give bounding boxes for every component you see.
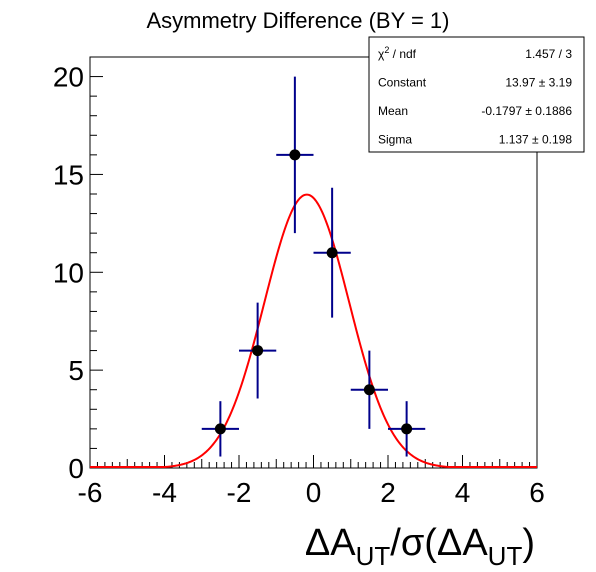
stats-label: Sigma <box>378 133 412 147</box>
stats-box-frame <box>368 36 585 153</box>
x-tick-label: 2 <box>380 477 396 508</box>
point-marker <box>363 384 375 396</box>
points-layer <box>201 76 426 457</box>
stats-label: Mean <box>378 104 408 118</box>
stats-value: 1.137 ± 0.198 <box>499 133 573 147</box>
point-marker <box>326 247 338 259</box>
y-tick-label: 5 <box>68 355 84 386</box>
chart-title: Asymmetry Difference (BY = 1) <box>146 8 449 33</box>
stats-label: Constant <box>378 76 427 90</box>
data-point <box>276 76 314 234</box>
data-point <box>201 401 239 457</box>
x-tick-label: 6 <box>529 477 545 508</box>
stats-value: 13.97 ± 3.19 <box>505 76 572 90</box>
stats-value: 1.457 / 3 <box>525 47 572 61</box>
x-axis: -6 -4 -2 0 2 4 6 <box>78 455 545 508</box>
x-tick-label: -4 <box>152 477 177 508</box>
stats-value: -0.1797 ± 0.1886 <box>481 104 572 118</box>
point-marker <box>252 345 264 357</box>
stats-box: χ2 / ndf 1.457 / 3 Constant 13.97 ± 3.19 Mea… <box>368 36 585 153</box>
y-axis: 0 5 10 15 20 <box>53 62 103 484</box>
data-point <box>350 350 388 429</box>
data-point <box>239 302 277 399</box>
y-tick-label: 0 <box>68 453 84 484</box>
data-point <box>313 187 351 318</box>
y-tick-label: 15 <box>53 159 84 190</box>
stats-label: χ2 / ndf <box>378 45 417 61</box>
fit-layer <box>90 193 537 468</box>
data-point <box>388 401 426 457</box>
point-marker <box>214 423 226 435</box>
y-tick-label: 20 <box>53 62 84 93</box>
point-marker <box>289 149 301 161</box>
y-tick-label: 10 <box>53 257 84 288</box>
x-tick-label: 0 <box>306 477 322 508</box>
x-axis-label: ΔAUT/σ(ΔAUT) <box>305 522 535 571</box>
point-marker <box>401 423 413 435</box>
x-tick-label: -6 <box>78 477 103 508</box>
x-tick-label: 4 <box>455 477 471 508</box>
fit-curve <box>90 193 537 468</box>
x-tick-label: -2 <box>227 477 252 508</box>
